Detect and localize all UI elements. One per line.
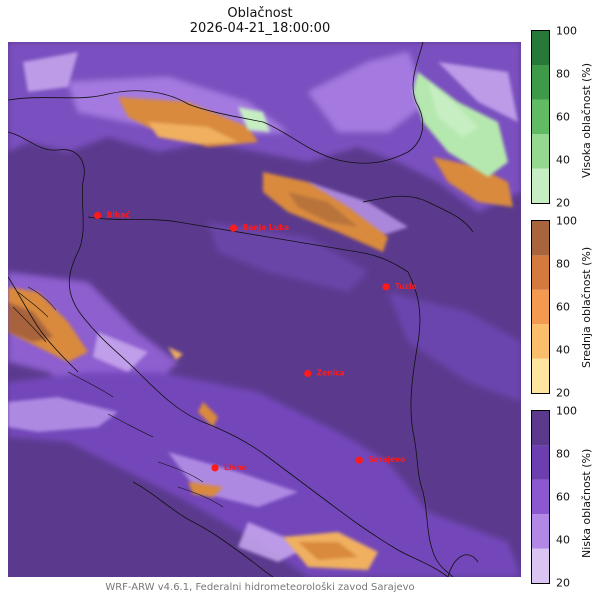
map-timestamp: 2026-04-21_18:00:00 [189,21,331,36]
city-dot-1 [94,211,102,219]
city-label-2: Banja Luka [243,223,290,232]
colorbar-1 [531,30,550,204]
colorbar-2-label: Srednja oblačnost (%) [580,246,593,368]
islands [12,286,224,508]
colorbar-1-tick-3: 60 [556,110,570,124]
colorbar-1-tick-2: 80 [556,67,570,81]
city-dot-3 [382,283,390,291]
colorbar-3-tick-4: 40 [556,533,570,547]
colorbar-3-segment-1 [532,548,549,583]
colorbar-3-tick-2: 80 [556,447,570,461]
colorbar-1-segment-3 [532,99,549,135]
colorbar-2-segment-4 [532,255,549,290]
colorbar-2-segment-5 [532,221,549,256]
city-dot-4 [304,369,312,378]
colorbar-3-segment-5 [532,411,549,446]
city-label-5: Livno [224,463,247,472]
colorbar-1-segment-4 [532,65,549,100]
colorbar-3-segment-4 [532,445,549,480]
city-label-1: Bihać [107,210,131,219]
map-title: Oblačnost [227,6,293,21]
colorbar-3-tick-5: 20 [556,576,570,590]
colorbar-2-tick-1: 100 [556,214,577,228]
colorbar-3-tick-3: 60 [556,490,570,504]
colorbar-1-tick-4: 40 [556,153,570,167]
colorbar-2-segment-2 [532,324,549,359]
colorbar-1-segment-5 [532,31,549,66]
colorbar-3 [531,410,550,584]
city-dot-5 [211,464,219,472]
colorbar-1-label: Visoka oblačnost (%) [580,62,593,178]
colorbar-3-label: Niska oblačnost (%) [580,448,593,558]
footer-credit: WRF-ARW v4.6.1, Federalni hidrometeorolo… [105,582,415,593]
colorbar-1-tick-5: 20 [556,196,570,210]
colorbar-2-tick-4: 40 [556,343,570,357]
low-cloud-light-patches [8,52,518,562]
colorbar-2-segment-1 [532,358,549,393]
colorbar-3-segment-2 [532,514,549,549]
colorbar-2-tick-2: 80 [556,257,570,271]
colorbar-3-segment-3 [532,479,549,515]
country-borders [8,42,479,577]
city-label-4: Zenica [317,369,345,378]
colorbar-1-segment-2 [532,134,549,169]
colorbar-2-tick-5: 20 [556,386,570,400]
city-label-6: Sarajevo [368,455,405,464]
city-dot-6 [355,456,363,464]
middle-cloud-patches [8,97,513,570]
colorbar-2 [531,220,550,394]
colorbar-1-segment-1 [532,168,549,203]
colorbar-3-tick-1: 100 [556,404,577,418]
colorbar-2-tick-3: 60 [556,300,570,314]
high-cloud-patches [238,72,508,177]
city-label-3: Tuzla [395,282,417,291]
colorbar-1-tick-1: 100 [556,24,577,38]
city-dot-2 [229,224,238,232]
colorbar-2-segment-3 [532,289,549,325]
